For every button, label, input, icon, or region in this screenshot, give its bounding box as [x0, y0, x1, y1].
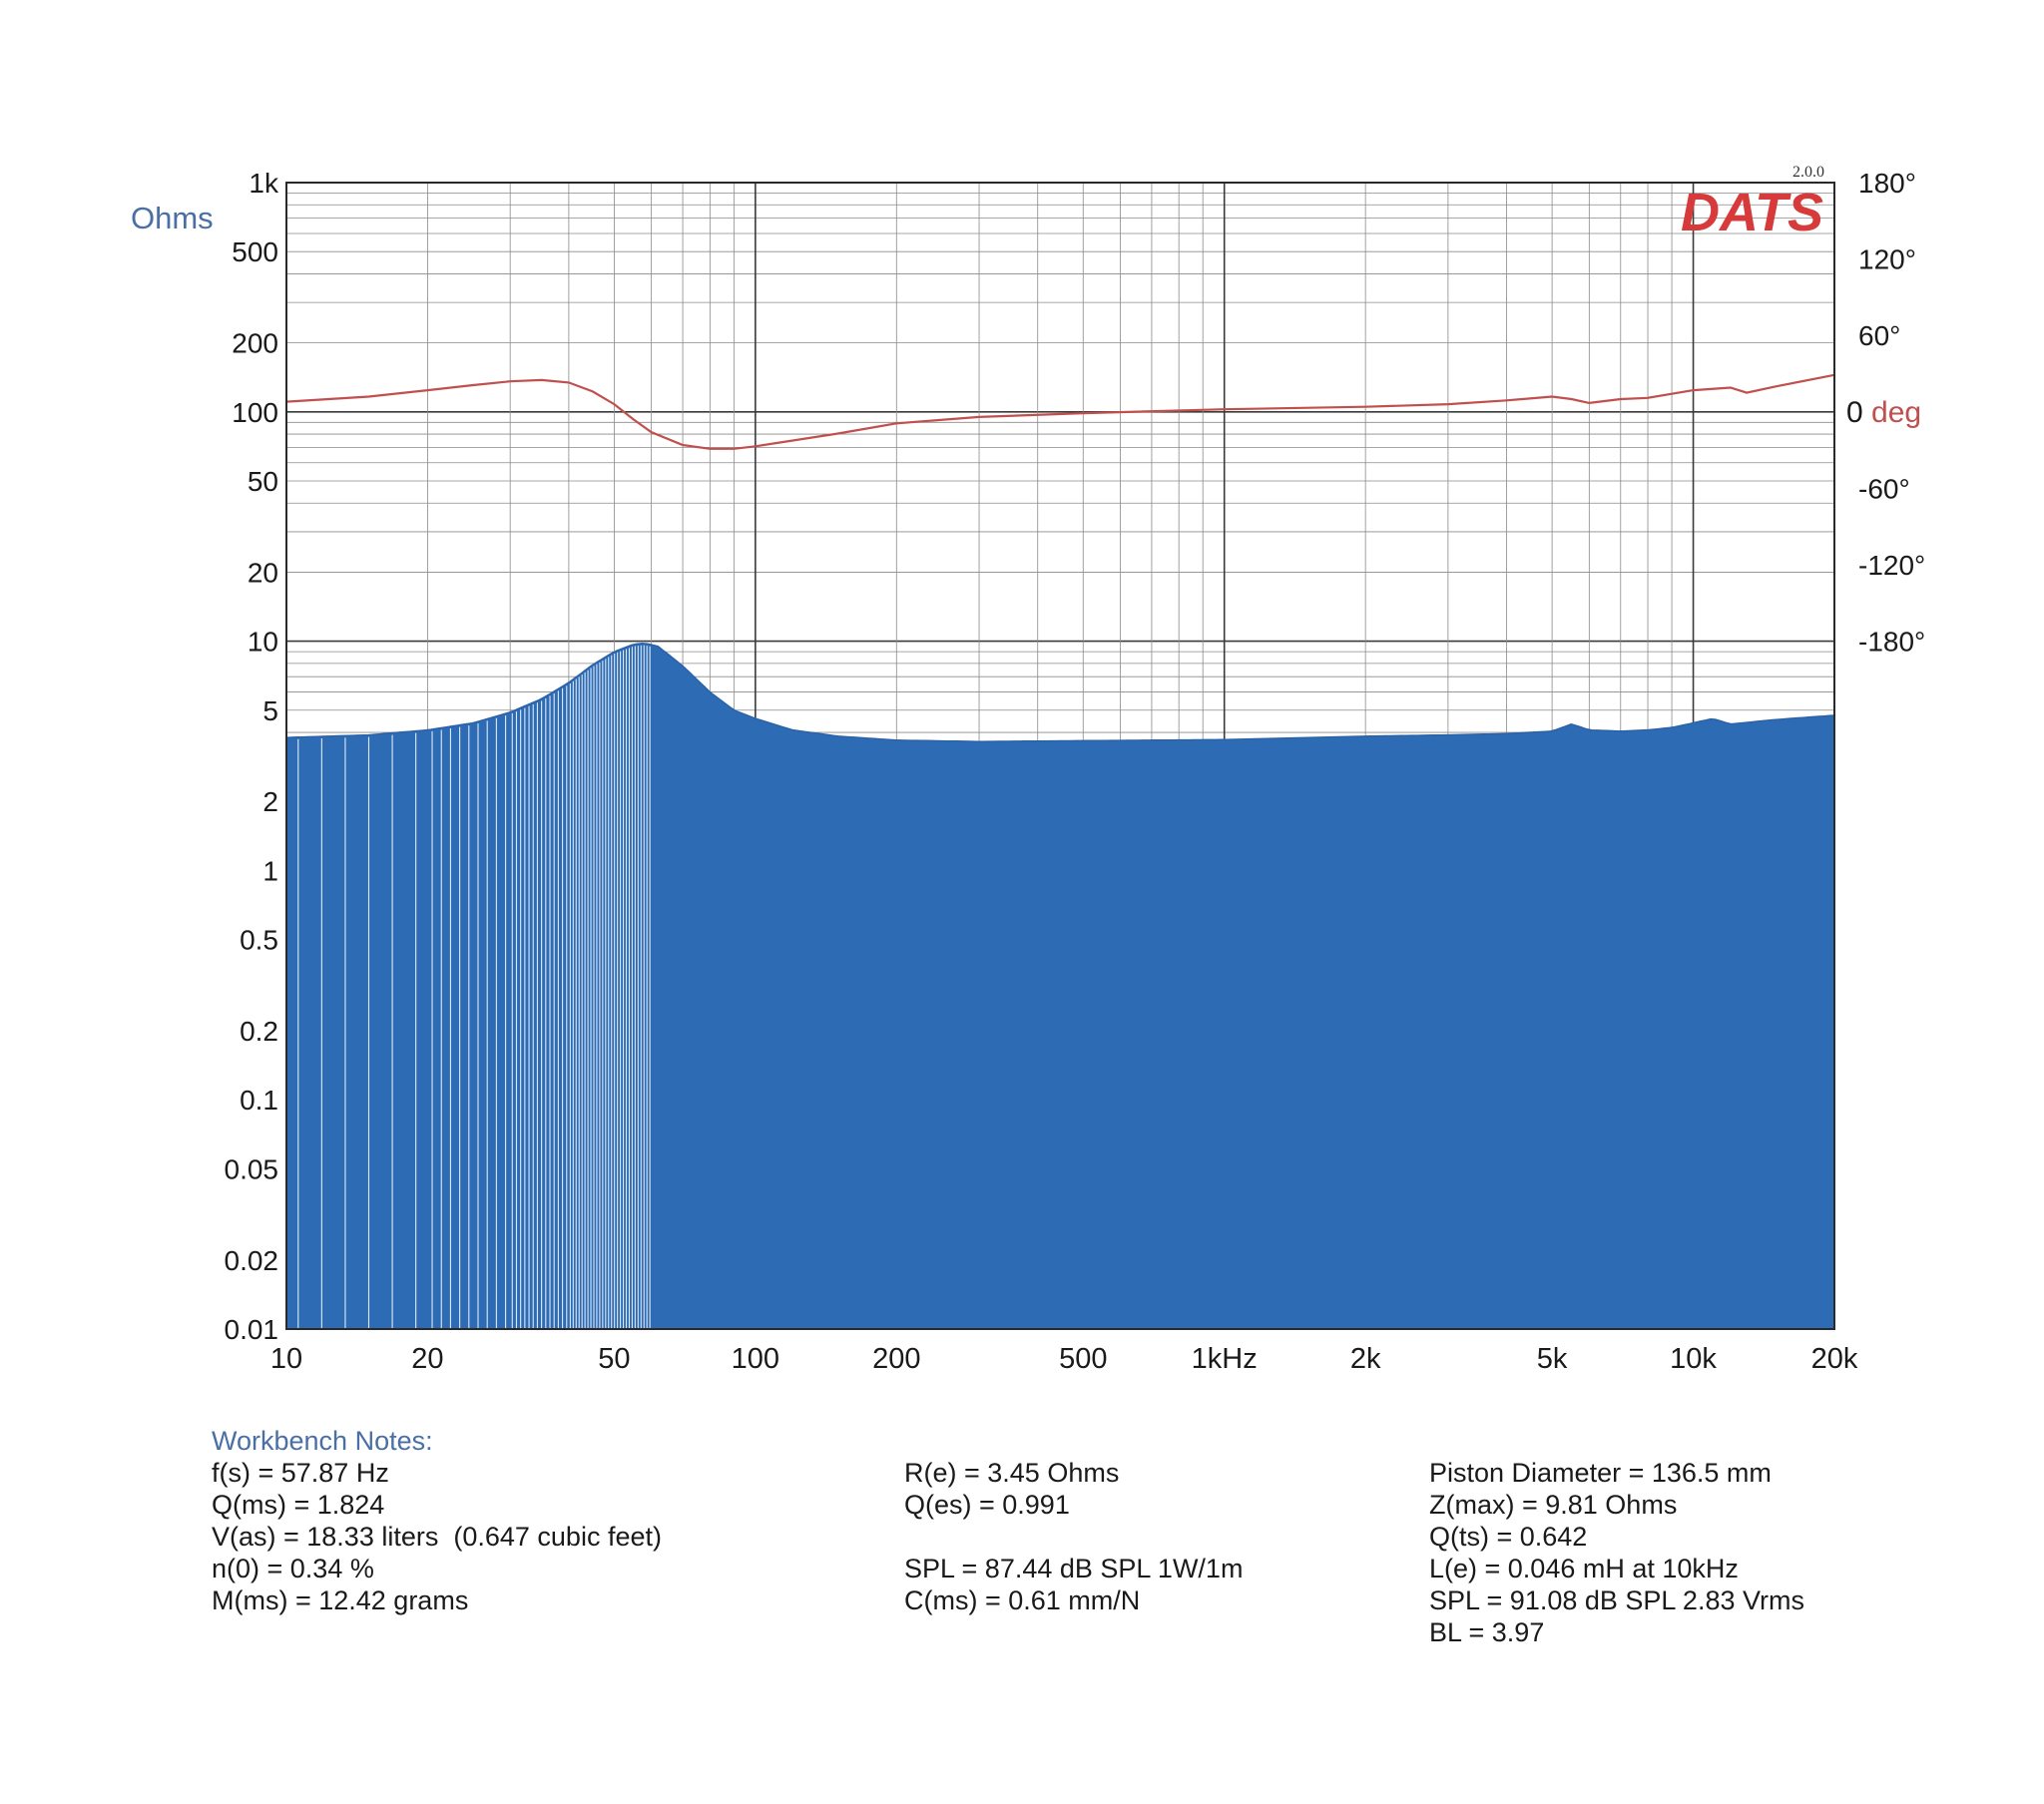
impedance-area [285, 642, 1835, 1330]
x-tick-label: 100 [732, 1343, 779, 1375]
note-spl-283: SPL = 91.08 dB SPL 2.83 Vrms [1429, 1585, 1804, 1615]
workbench-notes-title: Workbench Notes: [212, 1426, 433, 1456]
note-spl-1w: SPL = 87.44 dB SPL 1W/1m [904, 1554, 1244, 1583]
note-qms: Q(ms) = 1.824 [212, 1490, 385, 1520]
y-tick-label: 1k [249, 168, 279, 199]
note-bl: BL = 3.97 [1429, 1617, 1545, 1647]
y-tick-label: 200 [232, 328, 278, 359]
x-tick-label: 5k [1537, 1343, 1568, 1375]
phase-tick-label: 180° [1858, 168, 1916, 199]
note-vas: V(as) = 18.33 liters (0.647 cubic feet) [212, 1522, 662, 1552]
phase-tick-label: -60° [1858, 473, 1910, 504]
phase-tick-label: 60° [1858, 320, 1900, 351]
workbench-notes-col1: Workbench Notes: f(s) = 57.87 Hz Q(ms) =… [212, 1425, 662, 1616]
x-tick-label: 10 [270, 1343, 302, 1375]
y-tick-label: 0.2 [240, 1016, 278, 1047]
note-piston-diameter: Piston Diameter = 136.5 mm [1429, 1458, 1772, 1488]
y-axis-label: Ohms [131, 201, 214, 235]
phase-tick-label: 120° [1858, 244, 1916, 275]
y-tick-label: 20 [248, 557, 278, 588]
y-tick-label: 0.05 [225, 1153, 279, 1184]
dats-logo: DATS [1681, 183, 1823, 242]
y-tick-label: 5 [262, 695, 278, 726]
y-tick-label: 0.01 [225, 1314, 279, 1345]
version-label: 2.0.0 [1792, 164, 1824, 181]
phase-tick-label: -180° [1858, 627, 1925, 658]
y-tick-label: 2 [262, 786, 278, 817]
impedance-chart: 1k5002001005020105210.50.20.10.050.020.0… [131, 164, 1925, 1375]
y-tick-label: 50 [248, 466, 278, 497]
x-tick-label: 50 [598, 1343, 630, 1375]
phase-unit-label: deg [1871, 396, 1921, 429]
x-tick-label: 20 [411, 1343, 443, 1375]
note-qts: Q(ts) = 0.642 [1429, 1522, 1588, 1552]
phase-line [285, 373, 1835, 450]
note-blank [904, 1521, 1243, 1553]
note-zmax: Z(max) = 9.81 Ohms [1429, 1490, 1678, 1520]
workbench-notes-col3: Piston Diameter = 136.5 mm Z(max) = 9.81… [1429, 1457, 1804, 1648]
x-tick-label: 1kHz [1192, 1343, 1258, 1375]
y-tick-label: 10 [248, 627, 278, 658]
note-cms: C(ms) = 0.61 mm/N [904, 1585, 1141, 1615]
x-tick-label: 10k [1670, 1343, 1717, 1375]
workbench-notes-col2: R(e) = 3.45 Ohms Q(es) = 0.991 SPL = 87.… [904, 1457, 1243, 1616]
note-le: L(e) = 0.046 mH at 10kHz [1429, 1554, 1739, 1583]
x-tick-label: 500 [1059, 1343, 1107, 1375]
y-tick-label: 0.1 [240, 1085, 278, 1116]
note-re: R(e) = 3.45 Ohms [904, 1458, 1120, 1488]
note-fs: f(s) = 57.87 Hz [212, 1458, 389, 1488]
note-qes: Q(es) = 0.991 [904, 1490, 1070, 1520]
phase-axis-label: 0 deg [1846, 396, 1921, 429]
y-tick-label: 0.02 [225, 1245, 279, 1276]
y-tick-label: 500 [232, 236, 278, 267]
y-tick-label: 1 [262, 855, 278, 886]
plot-border [285, 182, 1835, 1330]
x-tick-label: 2k [1350, 1343, 1381, 1375]
y-tick-label: 100 [232, 397, 278, 428]
y-tick-label: 0.5 [240, 925, 278, 956]
x-tick-label: 200 [872, 1343, 920, 1375]
x-tick-label: 20k [1811, 1343, 1858, 1375]
phase-zero-label: 0 [1846, 396, 1871, 429]
note-mms: M(ms) = 12.42 grams [212, 1585, 469, 1615]
phase-tick-label: -120° [1858, 550, 1925, 581]
note-n0: n(0) = 0.34 % [212, 1554, 374, 1583]
